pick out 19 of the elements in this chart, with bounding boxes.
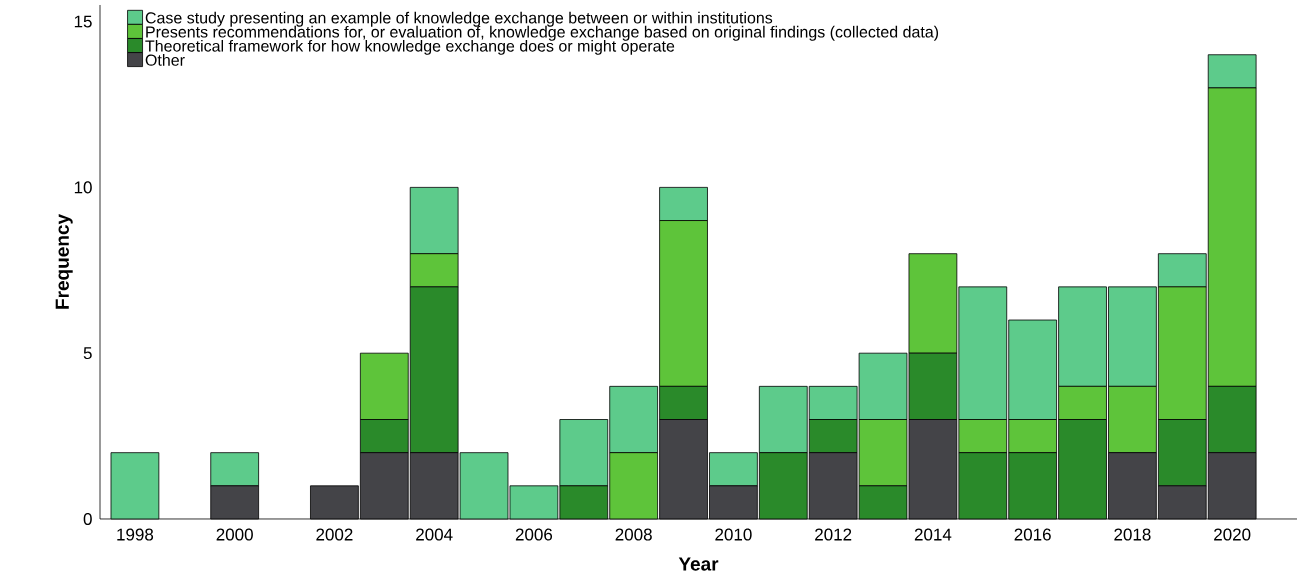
x-axis-title: Year	[678, 557, 719, 571]
y-tick-label: 5	[83, 347, 92, 360]
y-axis-title: Frequency	[55, 214, 73, 309]
x-tick-label: 2010	[715, 528, 752, 541]
x-tick-label: 2012	[815, 528, 852, 541]
y-tick-label: 15	[74, 15, 92, 28]
x-tick-label: 2020	[1214, 528, 1251, 541]
x-tick-label: 2014	[914, 528, 952, 541]
y-tick-label: 0	[83, 512, 92, 526]
y-tick-label: 10	[74, 181, 92, 194]
x-tick-label: 2016	[1014, 528, 1051, 541]
x-tick-label: 2002	[316, 528, 353, 541]
x-tick-label: 2000	[216, 528, 253, 541]
legend-label: Other	[145, 54, 185, 66]
x-tick-label: 2006	[515, 528, 553, 541]
x-tick-label: 2004	[416, 528, 453, 541]
x-tick-label: 2018	[1114, 528, 1151, 541]
x-tick-label: 2008	[615, 528, 652, 541]
x-tick-label: 1998	[117, 528, 154, 541]
